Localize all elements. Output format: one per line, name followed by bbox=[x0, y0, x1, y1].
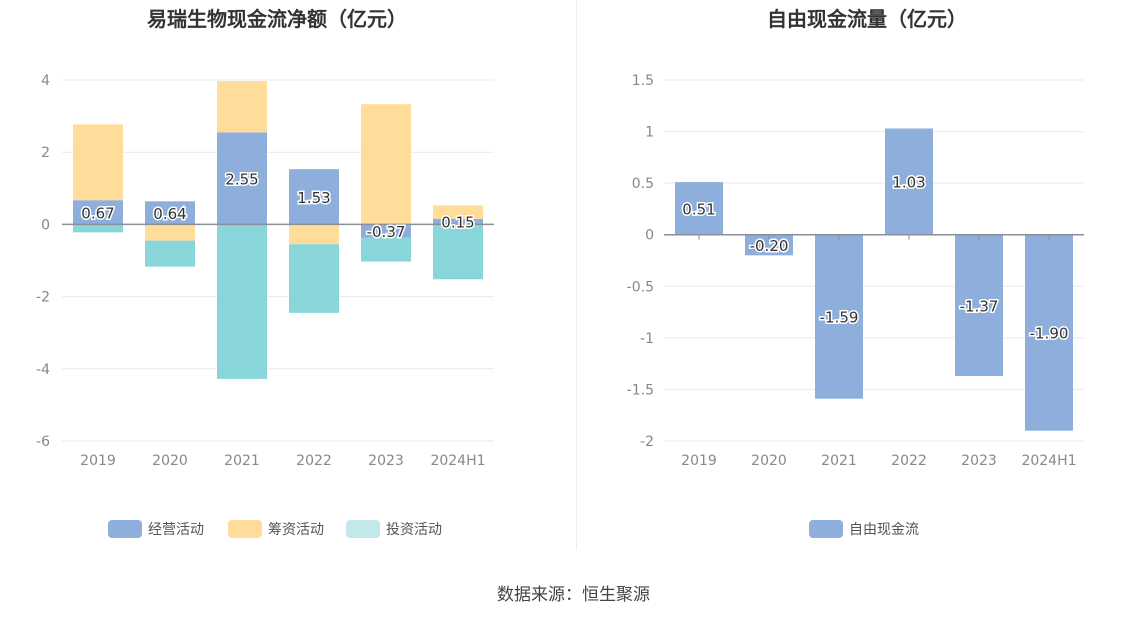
x-tick-label: 2022 bbox=[296, 453, 332, 469]
legend-swatch bbox=[108, 520, 142, 538]
bar-free-cash-flow bbox=[815, 234, 863, 399]
chart-title: 自由现金流量（亿元） bbox=[767, 7, 967, 31]
x-tick-label: 2022 bbox=[891, 453, 927, 469]
legend-swatch bbox=[809, 520, 843, 538]
data-label: 1.53 bbox=[297, 189, 330, 207]
bar-investing bbox=[361, 237, 411, 262]
bar-free-cash-flow bbox=[1025, 234, 1073, 431]
data-label: -1.37 bbox=[960, 297, 999, 315]
chart-divider bbox=[576, 0, 577, 550]
data-label: -1.90 bbox=[1030, 325, 1069, 343]
bar-free-cash-flow bbox=[745, 234, 793, 256]
data-label: 2.55 bbox=[225, 170, 258, 188]
bar-operating bbox=[289, 169, 339, 225]
bar-free-cash-flow bbox=[885, 128, 933, 235]
cash-flow-net-chart: 易瑞生物现金流净额（亿元） 4 2 0 -2 -4 -6 2019 2020 2021 2022 20… bbox=[36, 7, 494, 538]
bar-financing bbox=[217, 81, 267, 133]
bar-investing bbox=[73, 224, 123, 233]
y-tick-label: -4 bbox=[36, 362, 50, 378]
y-tick-label: 0.5 bbox=[632, 176, 654, 192]
y-tick-label: -1.5 bbox=[627, 382, 654, 398]
data-source-note: 数据来源：恒生聚源 bbox=[497, 585, 650, 605]
bar-financing bbox=[73, 124, 123, 201]
data-label: 1.03 bbox=[892, 174, 925, 192]
y-tick-label: 0 bbox=[41, 217, 50, 233]
x-tick-label: 2023 bbox=[368, 453, 404, 469]
x-tick-label: 2024H1 bbox=[1021, 453, 1076, 469]
data-label: -0.37 bbox=[367, 223, 406, 241]
legend-swatch bbox=[228, 520, 262, 538]
y-tick-label: -2 bbox=[36, 290, 50, 306]
bar-investing bbox=[433, 224, 483, 280]
x-tick-label: 2024H1 bbox=[430, 453, 485, 469]
bar-operating bbox=[433, 218, 483, 225]
legend-swatch bbox=[346, 520, 380, 538]
y-tick-label: -2 bbox=[640, 434, 654, 450]
bar-operating bbox=[217, 132, 267, 225]
data-label: 0.51 bbox=[682, 200, 715, 218]
data-label: 0.64 bbox=[153, 205, 186, 223]
data-label: 0.15 bbox=[441, 214, 474, 232]
bar-financing bbox=[145, 224, 195, 241]
legend-label: 投资活动 bbox=[386, 522, 442, 538]
bar-free-cash-flow bbox=[675, 182, 723, 235]
data-label: -1.59 bbox=[820, 309, 859, 327]
y-tick-label: 4 bbox=[41, 73, 50, 89]
chart-title: 易瑞生物现金流净额（亿元） bbox=[147, 7, 407, 31]
x-tick-label: 2019 bbox=[681, 453, 717, 469]
x-tick-label: 2023 bbox=[961, 453, 997, 469]
bar-investing bbox=[289, 244, 339, 313]
free-cash-flow-chart: 自由现金流量（亿元） 1.5 1 0.5 0 -0.5 -1 -1.5 -2 2019 2020 20… bbox=[627, 7, 1084, 538]
y-tick-label: 2 bbox=[41, 145, 50, 161]
bar-financing bbox=[433, 205, 483, 219]
legend-label: 自由现金流 bbox=[849, 522, 919, 538]
bar-financing bbox=[361, 104, 411, 225]
y-tick-label: 1 bbox=[645, 125, 654, 141]
y-tick-label: -6 bbox=[36, 434, 50, 450]
bar-free-cash-flow bbox=[955, 234, 1003, 377]
bar-investing bbox=[145, 240, 195, 267]
legend-label: 经营活动 bbox=[148, 522, 204, 538]
x-tick-label: 2020 bbox=[751, 453, 787, 469]
y-tick-label: 0 bbox=[645, 228, 654, 244]
bar-operating bbox=[361, 224, 411, 238]
bar-operating bbox=[73, 200, 123, 225]
y-tick-label: -0.5 bbox=[627, 279, 654, 295]
x-tick-label: 2021 bbox=[224, 453, 260, 469]
bar-financing bbox=[289, 224, 339, 245]
bar-operating bbox=[145, 201, 195, 225]
x-tick-label: 2019 bbox=[80, 453, 116, 469]
x-tick-label: 2021 bbox=[821, 453, 857, 469]
y-tick-label: 1.5 bbox=[632, 73, 654, 89]
data-label: -0.20 bbox=[750, 237, 789, 255]
y-tick-label: -1 bbox=[640, 331, 654, 347]
x-tick-label: 2020 bbox=[152, 453, 188, 469]
data-label: 0.67 bbox=[81, 204, 114, 222]
legend-label: 筹资活动 bbox=[268, 521, 324, 538]
bar-investing bbox=[217, 224, 267, 379]
